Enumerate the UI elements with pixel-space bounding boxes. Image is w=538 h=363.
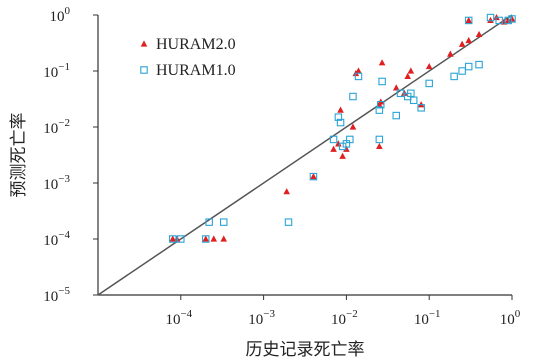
huram2-point — [465, 36, 473, 44]
huram1-point — [338, 142, 347, 151]
huram2-point — [173, 235, 181, 242]
huram1-point — [417, 104, 425, 112]
huram1-point — [378, 77, 386, 86]
y-tick-label: 10−2 — [43, 117, 70, 137]
y-tick-label: 100 — [50, 5, 71, 25]
huram2-point — [283, 188, 290, 195]
huram1-point — [375, 135, 384, 144]
x-tick-label: 10−3 — [248, 308, 275, 328]
huram1-point — [504, 16, 512, 25]
reference-line — [97, 14, 513, 296]
huram1-point — [334, 113, 343, 121]
huram2-point — [376, 142, 383, 150]
reference-line-group — [97, 14, 513, 296]
huram1-point — [458, 67, 466, 75]
x-tick-label: 10−1 — [414, 308, 441, 328]
huram1-point — [377, 100, 385, 109]
huram2-point — [310, 173, 317, 180]
huram2-point — [337, 106, 344, 113]
huram1-point — [354, 72, 363, 81]
huram2-point — [355, 67, 362, 74]
legend: HURAM2.0 HURAM1.0 — [140, 36, 236, 79]
huram1-point — [329, 135, 338, 144]
huram1-point — [205, 218, 213, 226]
huram1-point — [309, 172, 318, 181]
huram2-point — [335, 140, 342, 147]
huram2-point — [349, 123, 357, 130]
huram1-point — [201, 235, 210, 243]
huram2-point — [343, 145, 350, 152]
huram1-point — [464, 16, 473, 25]
huram2-point — [202, 235, 210, 242]
huram1-point — [375, 106, 384, 114]
huram1-point — [495, 16, 503, 25]
y-axis-title: 预测死亡率 — [9, 113, 29, 198]
huram1-point — [284, 218, 293, 226]
huram2-point — [392, 84, 400, 91]
huram2-point — [425, 62, 433, 70]
huram2-point — [169, 235, 177, 242]
huram1-point — [346, 135, 354, 144]
y-tick-label: 10−5 — [43, 285, 70, 305]
huram1-point — [177, 235, 185, 243]
huram2-point — [465, 16, 473, 24]
huram1-point — [169, 235, 177, 243]
huram1-point — [450, 72, 458, 81]
y-tick-label: 10−4 — [43, 229, 70, 249]
huram2-point — [220, 235, 228, 242]
huram1-point — [475, 60, 483, 69]
huram1-point — [219, 218, 228, 226]
axes: 10−5 10−4 10−3 10−2 10−1 100 10−4 10−3 10−2 10−1 1… — [43, 5, 520, 328]
huram2-point — [210, 235, 218, 242]
y-tick-label: 10−1 — [43, 61, 70, 81]
huram1-point — [336, 118, 345, 127]
x-axis-title: 历史记录死亡率 — [246, 340, 365, 360]
huram1-point — [407, 89, 415, 98]
huram2-point — [487, 16, 494, 24]
huram2-point — [508, 15, 516, 22]
huram2-point — [458, 40, 466, 47]
y-tick-label: 10−3 — [43, 173, 70, 193]
huram2-point — [330, 145, 337, 152]
huram1-point — [409, 96, 418, 105]
x-tick-label: 10−2 — [331, 308, 358, 328]
legend-marker — [140, 40, 148, 47]
huram2-point — [447, 50, 454, 57]
legend-label: HURAM2.0 — [156, 36, 236, 53]
huram1-point — [508, 15, 516, 23]
x-tick-label: 100 — [500, 308, 521, 328]
huram1-point — [392, 111, 401, 120]
huram1-point — [486, 13, 495, 22]
legend-marker — [140, 66, 148, 74]
data-points — [169, 13, 516, 243]
huram1-point — [425, 79, 433, 88]
huram2-point — [339, 152, 346, 159]
huram2-point — [475, 30, 483, 38]
huram1-point — [396, 89, 405, 98]
huram2-point — [378, 59, 386, 66]
huram1-point — [349, 92, 357, 101]
huram2-point — [404, 72, 412, 80]
huram2-point — [407, 67, 415, 74]
x-tick-label: 10−4 — [165, 308, 192, 328]
huram1-point — [464, 62, 473, 71]
legend-label: HURAM1.0 — [156, 62, 236, 79]
